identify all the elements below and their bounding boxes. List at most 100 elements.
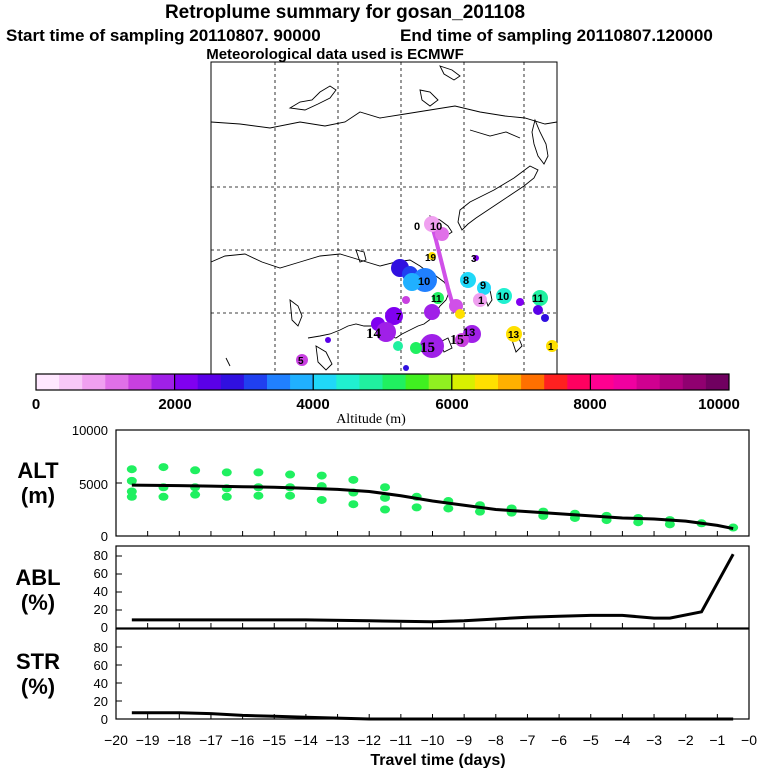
alt-ytick: 5000 xyxy=(79,477,108,492)
alt-scatter-point xyxy=(253,468,264,477)
alt-scatter-point xyxy=(664,520,675,529)
x-tick-label: −17 xyxy=(199,732,223,748)
map-label: 19 xyxy=(425,253,437,264)
map-label: 9 xyxy=(480,280,486,292)
alt-ytick: 0 xyxy=(101,529,108,544)
colorbar-cell xyxy=(613,374,638,390)
map-label: 7 xyxy=(396,312,402,323)
str-panel-label: STR xyxy=(16,649,60,674)
str-panel-frame xyxy=(115,628,750,720)
alt-scatter-point xyxy=(474,507,485,516)
colorbar-cell xyxy=(590,374,614,390)
alt-scatter-point xyxy=(380,493,391,502)
map-label: 11 xyxy=(532,293,544,305)
colorbar-cell xyxy=(636,374,661,390)
alt-panel-unit: (m) xyxy=(21,483,55,508)
x-tick-label: −20 xyxy=(104,732,128,748)
colorbar-cell xyxy=(197,374,222,390)
map-label: 3 xyxy=(471,254,477,265)
colorbar-cell xyxy=(82,374,106,390)
colorbar-label: Altitude (m) xyxy=(336,412,406,427)
colorbar-cell xyxy=(521,374,545,390)
alt-scatter-point xyxy=(443,504,454,513)
x-tick-label: −6 xyxy=(551,732,567,748)
colorbar-tick: 8000 xyxy=(573,396,606,413)
chart-title: Retroplume summary for gosan_201108 xyxy=(164,2,526,23)
x-tick-label: −11 xyxy=(389,732,412,748)
colorbar-tick: 0 xyxy=(32,396,40,413)
colorbar-cell xyxy=(220,374,245,390)
x-tick-label: −16 xyxy=(231,732,255,748)
x-tick-label: −9 xyxy=(456,732,472,748)
alt-scatter-point xyxy=(316,495,327,504)
map-label: 11 xyxy=(431,294,442,305)
x-tick-label: −3 xyxy=(646,732,662,748)
end-time-label: End time of sampling 20110807.120000 xyxy=(400,26,713,45)
colorbar-cell xyxy=(405,374,430,390)
colorbar-cell xyxy=(151,374,176,390)
str-ytick: 80 xyxy=(94,640,108,655)
x-tick-label: −15 xyxy=(262,732,286,748)
colorbar-cell xyxy=(451,374,476,390)
x-tick-label: −2 xyxy=(678,732,694,748)
alt-scatter-point xyxy=(221,468,232,477)
x-tick-label: −4 xyxy=(614,732,630,748)
colorbar-tick: 6000 xyxy=(435,396,468,413)
alt-scatter-point xyxy=(190,466,201,475)
colorbar-cell xyxy=(174,374,199,390)
str-ytick: 60 xyxy=(94,658,108,673)
abl-ytick: 20 xyxy=(94,602,108,617)
alt-scatter-point xyxy=(411,503,422,512)
alt-scatter-point xyxy=(221,492,232,501)
colorbar-cell xyxy=(682,374,707,390)
alt-scatter-point xyxy=(285,470,296,479)
colorbar-cell xyxy=(290,374,314,390)
alt-scatter-point xyxy=(158,463,169,472)
alt-scatter-point xyxy=(633,518,644,527)
colorbar-cell xyxy=(359,374,383,390)
abl-ytick: 80 xyxy=(94,548,108,563)
alt-scatter-point xyxy=(348,500,359,509)
x-tick-label: −1 xyxy=(709,732,725,748)
colorbar-cell xyxy=(243,374,268,390)
alt-scatter-point xyxy=(158,492,169,501)
x-tick-label: −8 xyxy=(488,732,504,748)
colorbar-cell xyxy=(59,374,83,390)
start-time-label: Start time of sampling 20110807. 90000 xyxy=(6,26,321,45)
met-data-label: Meteorological data used is ECMWF xyxy=(206,46,464,63)
alt-scatter-point xyxy=(126,465,137,474)
retroplume-map: 0 10 19 3 8 9 10 1 10 11 11 13 13 14 15 … xyxy=(210,61,558,375)
alt-ytick: 10000 xyxy=(72,423,108,438)
map-label: 5 xyxy=(298,356,304,367)
x-tick-label: −10 xyxy=(421,732,445,748)
alt-scatter-point xyxy=(285,491,296,500)
map-label: 15 xyxy=(420,340,435,356)
abl-line xyxy=(131,553,735,624)
alt-scatter-point xyxy=(316,471,327,480)
map-label: 8 xyxy=(463,275,469,287)
colorbar-cell xyxy=(659,374,684,390)
str-ytick: 0 xyxy=(101,712,108,727)
colorbar-tick: 10000 xyxy=(698,396,740,413)
colorbar-cell xyxy=(544,374,568,390)
alt-mean-line xyxy=(131,483,734,531)
map-label: 10 xyxy=(497,291,509,303)
x-tick-label: −7 xyxy=(519,732,535,748)
x-axis-label: Travel time (days) xyxy=(370,752,505,768)
colorbar-cell xyxy=(128,374,152,390)
colorbar-cell xyxy=(498,374,522,390)
colorbar-cell xyxy=(705,374,730,390)
colorbar-cell xyxy=(36,374,60,390)
abl-ytick: 0 xyxy=(101,620,108,635)
alt-scatter-point xyxy=(380,505,391,514)
colorbar-cell xyxy=(105,374,129,390)
colorbar-cell xyxy=(313,374,337,390)
cluster-markers xyxy=(296,216,558,371)
alt-panel-label: ALT xyxy=(17,458,59,483)
abl-panel-unit: (%) xyxy=(21,590,55,615)
abl-ytick: 60 xyxy=(94,566,108,581)
colorbar-cell xyxy=(336,374,360,390)
cluster-labels: 0 10 19 3 8 9 10 1 10 11 11 13 13 14 15 … xyxy=(298,221,554,367)
colorbar-cell xyxy=(267,374,291,390)
altitude-colorbar: 0 2000 4000 6000 8000 10000 Altitude (m) xyxy=(32,373,740,427)
